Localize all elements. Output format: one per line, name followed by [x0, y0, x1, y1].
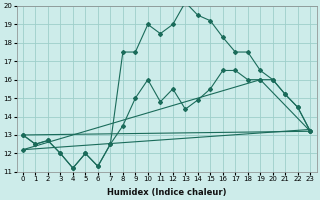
- X-axis label: Humidex (Indice chaleur): Humidex (Indice chaleur): [107, 188, 226, 197]
